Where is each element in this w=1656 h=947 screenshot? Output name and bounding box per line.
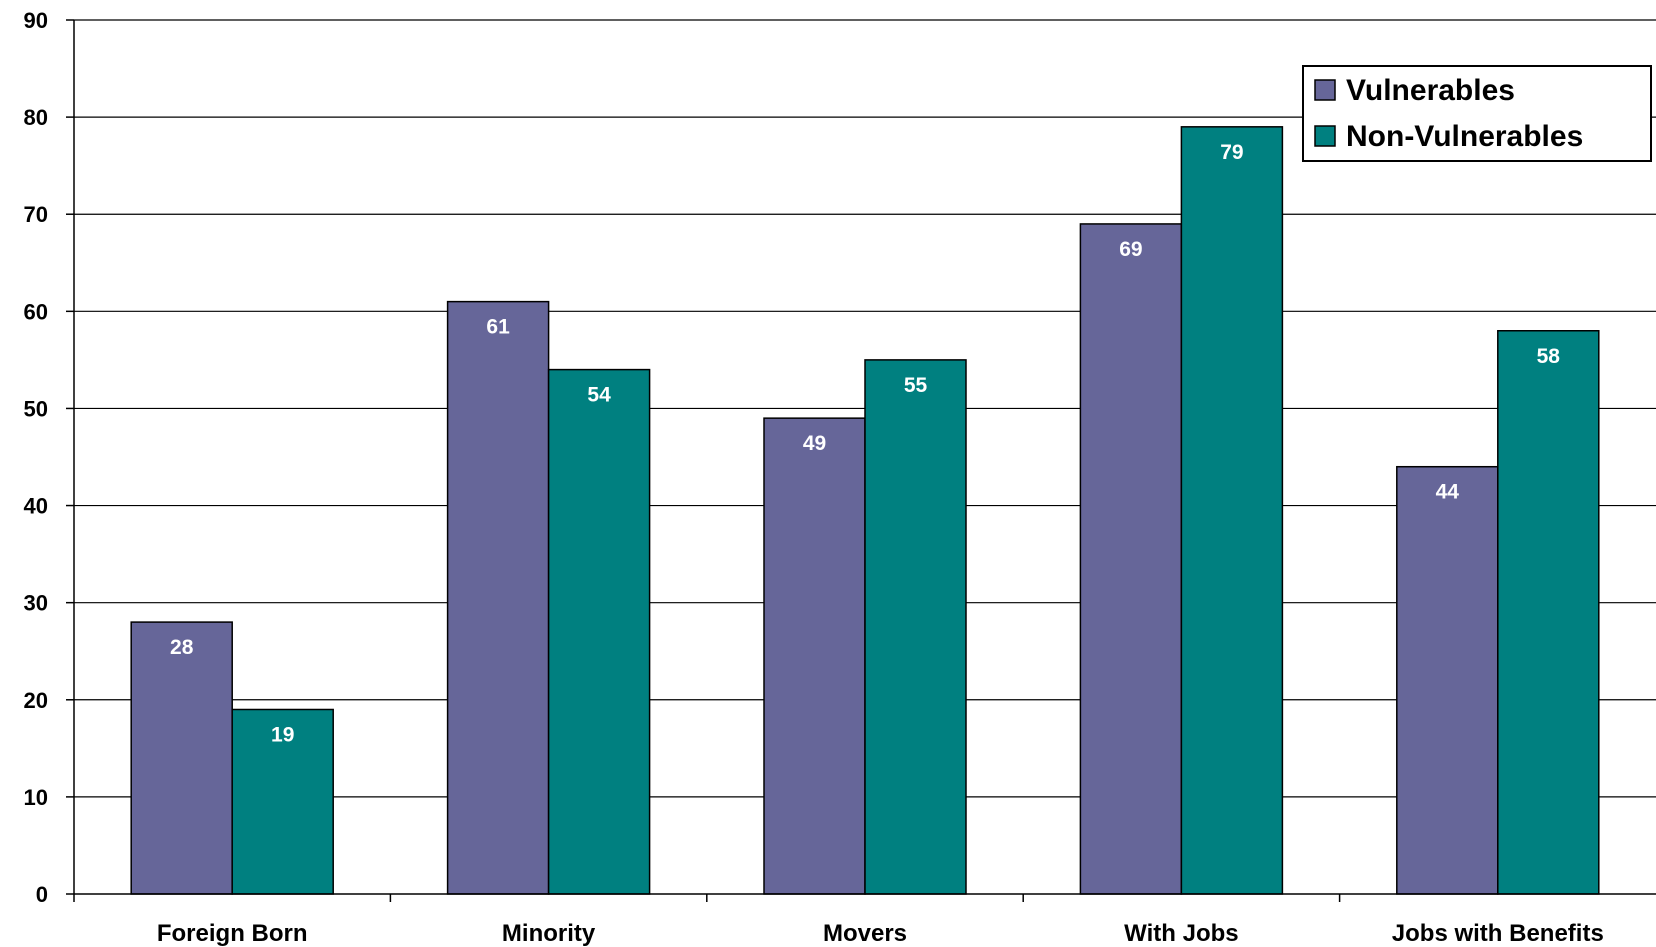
x-tick-label: Foreign Born: [157, 920, 308, 947]
x-tick-label: Jobs with Benefits: [1392, 920, 1604, 947]
y-tick-label: 20: [24, 688, 48, 713]
y-tick-label: 80: [24, 105, 48, 130]
y-tick-label: 90: [24, 8, 48, 33]
y-tick-label: 50: [24, 396, 48, 421]
bars: 28 19 61 54 49 55 69 79 44 58: [130, 126, 1600, 895]
data-label: 58: [1537, 345, 1561, 368]
data-label: 49: [803, 432, 826, 455]
data-label: 19: [271, 723, 294, 746]
bar-vulnerables: [446, 300, 550, 895]
x-tick-label: Minority: [502, 920, 596, 947]
bar-non-vulnerables: [231, 708, 334, 895]
y-tick-label: 30: [24, 591, 48, 616]
y-tick-label: 70: [24, 202, 48, 227]
legend-swatch-vulnerables: [1314, 79, 1336, 101]
bar-vulnerables: [1396, 465, 1499, 895]
legend-swatch-non-vulnerables: [1314, 125, 1336, 147]
data-label: 79: [1220, 141, 1243, 164]
data-label: 28: [170, 636, 194, 659]
bar-non-vulnerables: [864, 359, 967, 895]
legend-label-non-vulnerables: Non-Vulnerables: [1346, 120, 1583, 153]
x-tick-label: Movers: [823, 920, 907, 947]
x-tick-label: With Jobs: [1124, 920, 1238, 947]
bar-vulnerables: [130, 621, 233, 895]
legend-label-vulnerables: Vulnerables: [1346, 74, 1515, 107]
bar-non-vulnerables: [1180, 126, 1284, 895]
y-tick-label: 0: [36, 882, 48, 907]
data-label: 61: [486, 316, 510, 339]
bar-non-vulnerables: [547, 368, 651, 895]
data-label: 54: [587, 384, 611, 407]
data-label: 69: [1119, 238, 1142, 261]
data-label: 44: [1436, 481, 1460, 504]
bar-vulnerables: [763, 417, 866, 895]
legend-box: [1302, 65, 1652, 162]
y-tick-label: 10: [24, 785, 48, 810]
data-label: 55: [904, 374, 928, 397]
bar-non-vulnerables: [1497, 330, 1600, 895]
axes: 0 10 20 30 40 50 60 70 80 90 Foreign Born Minority M…: [24, 8, 1656, 947]
y-tick-label: 40: [24, 494, 48, 519]
y-tick-label: 60: [24, 299, 48, 324]
legend: Vulnerables Non-Vulnerables: [1302, 65, 1652, 162]
bar-vulnerables: [1079, 223, 1183, 895]
